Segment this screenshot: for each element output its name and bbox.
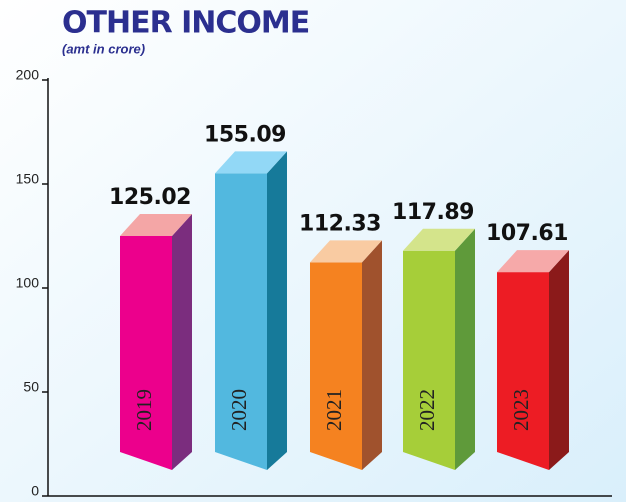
bar-top: [497, 250, 569, 273]
y-tick-label: 50: [23, 379, 39, 395]
bar-side: [455, 228, 475, 470]
bar: [497, 250, 569, 470]
bar-side: [172, 213, 192, 470]
bar: [310, 240, 382, 470]
bar-side: [267, 151, 287, 471]
category-label: 2023: [509, 389, 533, 431]
chart-title: OTHER INCOME: [62, 6, 309, 41]
bar-top: [215, 151, 287, 174]
bar-top: [120, 213, 192, 236]
bar-top: [310, 240, 382, 263]
value-label: 112.33: [299, 211, 381, 236]
bar-front: [497, 272, 549, 470]
y-tick-label: 200: [16, 67, 40, 83]
value-label: 125.02: [109, 185, 191, 210]
bar-front: [215, 173, 267, 471]
bar-front: [120, 235, 172, 470]
bar-side: [549, 250, 569, 470]
y-tick-label: 150: [16, 171, 40, 187]
chart-subtitle: (amt in crore): [62, 41, 145, 56]
category-label: 2022: [415, 389, 439, 431]
category-label: 2021: [322, 389, 346, 431]
bar: [403, 228, 475, 470]
bar-top: [403, 228, 475, 251]
bar-front: [403, 250, 455, 470]
bar-side: [362, 240, 382, 470]
value-label: 107.61: [486, 221, 568, 246]
value-label: 117.89: [392, 200, 474, 225]
y-tick-label: 0: [31, 483, 39, 499]
value-label: 155.09: [204, 122, 286, 147]
category-label: 2020: [227, 389, 251, 431]
category-label: 2019: [132, 389, 156, 431]
bar-front: [310, 262, 362, 470]
y-tick-label: 100: [16, 275, 40, 291]
bar: [215, 151, 287, 471]
bar: [120, 213, 192, 470]
